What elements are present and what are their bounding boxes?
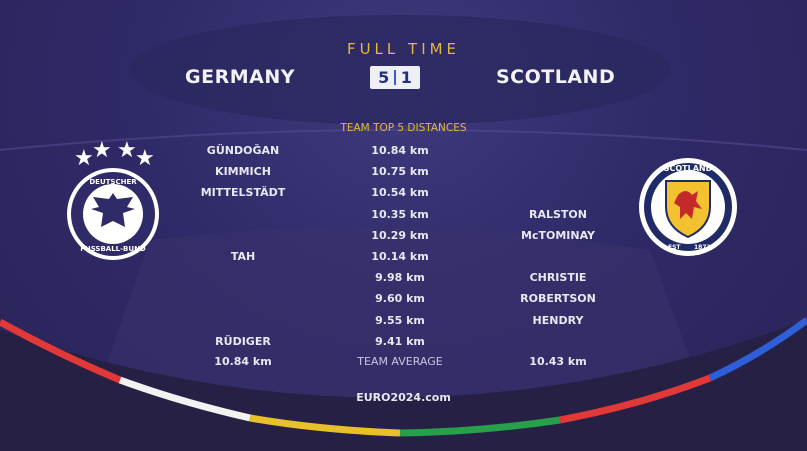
svg-text:★: ★ (117, 138, 137, 163)
svg-text:EST: EST (668, 244, 681, 251)
table-row: 9.55 km HENDRY (0, 314, 807, 330)
home-average: 10.84 km (214, 355, 272, 368)
home-team-name: GERMANY (185, 66, 295, 88)
distance-value: 9.41 km (375, 334, 425, 348)
home-player: KIMMICH (215, 165, 271, 179)
distance-value: 9.55 km (375, 313, 425, 327)
away-average: 10.43 km (529, 355, 587, 368)
away-player: HENDRY (532, 313, 584, 327)
table-row: MITTELSTÄDT 10.54 km (0, 186, 807, 202)
table-row: TAH 10.14 km (0, 250, 807, 266)
distance-value: 10.54 km (371, 186, 429, 200)
table-row: 10.29 km McTOMINAY (0, 229, 807, 245)
table-row: 10.35 km RALSTON (0, 208, 807, 224)
away-score: 1 (400, 68, 412, 87)
svg-text:★: ★ (135, 146, 155, 171)
away-player: CHRISTIE (529, 271, 587, 285)
home-player: MITTELSTÄDT (200, 186, 286, 200)
svg-text:1873: 1873 (694, 244, 711, 251)
distance-value: 10.75 km (371, 165, 429, 179)
match-status: FULL TIME (346, 40, 461, 58)
table-row: 9.98 km CHRISTIE (0, 271, 807, 287)
away-player: RALSTON (529, 207, 587, 221)
distance-value: 10.14 km (371, 250, 429, 263)
home-player: TAH (230, 250, 256, 263)
svg-text:★: ★ (74, 146, 94, 171)
table-row: GÜNDOĞAN 10.84 km (0, 144, 807, 160)
table-title: TEAM TOP 5 DISTANCES (340, 122, 467, 134)
away-player: ROBERTSON (520, 292, 596, 306)
euro2024-url: EURO2024.com (356, 391, 451, 404)
score-divider (394, 70, 396, 85)
table-row: 9.60 km ROBERTSON (0, 292, 807, 308)
team-average-row: 10.84 km TEAM AVERAGE 10.43 km (0, 355, 807, 371)
distance-value: 10.35 km (371, 207, 429, 221)
table-row: RÜDIGER 9.41 km (0, 335, 807, 351)
home-player: GÜNDOĞAN (206, 144, 280, 157)
home-player: RÜDIGER (215, 334, 271, 348)
svg-text:DEUTSCHER: DEUTSCHER (89, 178, 137, 186)
svg-text:★: ★ (92, 138, 112, 163)
svg-text:FUSSBALL-BUND: FUSSBALL-BUND (80, 245, 146, 253)
distance-value: 10.84 km (371, 144, 429, 157)
distance-value: 9.60 km (375, 292, 425, 306)
distance-value: 10.29 km (371, 228, 429, 242)
svg-text:SCOTLAND: SCOTLAND (664, 164, 713, 173)
dfb-logo: ★★ ★★ DEUTSCHER FUSSBALL-BUND (67, 138, 159, 260)
distance-value: 9.98 km (375, 271, 425, 285)
average-label: TEAM AVERAGE (357, 355, 443, 368)
away-team-name: SCOTLAND (496, 66, 616, 88)
table-row: KIMMICH 10.75 km (0, 165, 807, 181)
away-player: McTOMINAY (521, 228, 595, 242)
home-score: 5 (378, 68, 390, 87)
scotland-fa-logo: SCOTLAND EST 1873 (639, 158, 737, 256)
scoreboard: 5 1 (370, 66, 420, 89)
